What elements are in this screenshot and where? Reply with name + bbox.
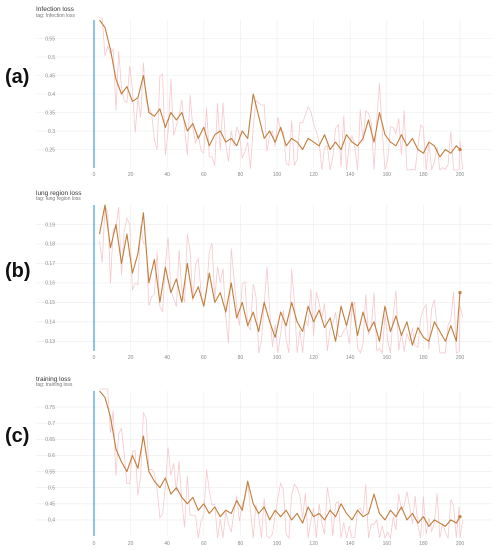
y-tick-label: 0.6: [48, 453, 55, 459]
infection-loss-chart: 0 20 40 60 80 100 120 140 160 180 200 0.25 0.3 0.35 0.…: [36, 17, 492, 178]
x-tick-label: 40: [164, 541, 170, 547]
raw-series-line: [99, 388, 464, 540]
y-tick-label: 0.16: [45, 281, 55, 287]
x-tick-label: 40: [164, 355, 170, 361]
x-tick-label: 160: [383, 172, 392, 178]
y-tick-label: 0.7: [48, 421, 55, 427]
x-tick-label: 180: [419, 541, 428, 547]
x-tick-label: 140: [346, 541, 355, 547]
x-tick-label: 20: [128, 172, 134, 178]
y-tick-label: 0.45: [45, 502, 55, 508]
x-tick-label: 0: [93, 172, 96, 178]
panel-label: (a): [5, 66, 30, 88]
x-tick-label: 100: [273, 172, 282, 178]
x-tick-label: 0: [93, 355, 96, 361]
smoothed-series-line: [99, 390, 461, 527]
raw-series-line: [99, 205, 464, 355]
x-tick-label: 120: [309, 355, 318, 361]
y-tick-label: 0.14: [45, 320, 55, 326]
chart-tag: tag: Infection loss: [36, 13, 75, 19]
y-tick-label: 0.65: [45, 437, 55, 443]
last-value-marker: [458, 147, 462, 152]
chart-title: training loss: [36, 376, 71, 383]
x-tick-label: 120: [309, 172, 318, 178]
y-tick-label: 0.25: [45, 147, 55, 153]
y-tick-label: 0.17: [45, 261, 55, 267]
x-tick-label: 20: [128, 355, 134, 361]
y-tick-label: 0.4: [48, 92, 55, 98]
last-value-marker: [458, 291, 462, 295]
x-tick-label: 80: [238, 355, 244, 361]
y-tick-label: 0.13: [45, 339, 55, 345]
chart-tag: tag: training loss: [36, 382, 73, 388]
y-tick-label: 0.75: [45, 405, 55, 411]
y-tick-label: 0.55: [45, 469, 55, 475]
x-tick-label: 40: [164, 172, 170, 178]
panel-label: (b): [5, 260, 31, 282]
x-tick-label: 180: [419, 172, 428, 178]
lung-region-loss-chart: 0 20 40 60 80 100 120 140 160 180 200 0.13 0.14 0.15 0…: [36, 204, 492, 361]
x-tick-label: 0: [93, 541, 96, 547]
chart-title: Infection loss: [36, 6, 74, 13]
smoothed-series-line: [99, 19, 461, 158]
x-tick-label: 140: [346, 172, 355, 178]
y-tick-label: 0.4: [48, 518, 55, 524]
x-tick-label: 140: [346, 355, 355, 361]
last-value-marker: [458, 515, 462, 519]
x-tick-label: 100: [273, 355, 282, 361]
x-tick-label: 180: [419, 355, 428, 361]
x-tick-label: 60: [201, 355, 207, 361]
y-tick-label: 0.18: [45, 242, 55, 248]
x-tick-label: 60: [201, 541, 207, 547]
x-tick-label: 60: [201, 172, 207, 178]
chart-title: lung region loss: [36, 190, 82, 197]
x-tick-label: 80: [238, 172, 244, 178]
y-tick-label: 0.55: [45, 36, 55, 42]
x-tick-label: 80: [238, 541, 244, 547]
x-tick-label: 20: [128, 541, 134, 547]
y-tick-label: 0.5: [48, 485, 55, 491]
x-tick-label: 120: [309, 541, 318, 547]
y-tick-label: 0.35: [45, 110, 55, 116]
x-tick-label: 100: [273, 541, 282, 547]
chart-tag: tag: lung region loss: [36, 196, 81, 202]
x-tick-label: 200: [456, 541, 465, 547]
y-tick-label: 0.5: [48, 55, 55, 61]
panel-label: (c): [5, 425, 30, 447]
x-tick-label: 200: [456, 172, 465, 178]
x-tick-label: 200: [456, 355, 465, 361]
x-tick-label: 160: [383, 355, 392, 361]
y-tick-label: 0.19: [45, 222, 55, 228]
smoothed-series-line: [98, 204, 461, 346]
x-tick-label: 160: [383, 541, 392, 547]
y-tick-label: 0.45: [45, 73, 55, 79]
y-tick-label: 0.3: [48, 129, 55, 135]
y-tick-label: 0.15: [45, 300, 55, 306]
